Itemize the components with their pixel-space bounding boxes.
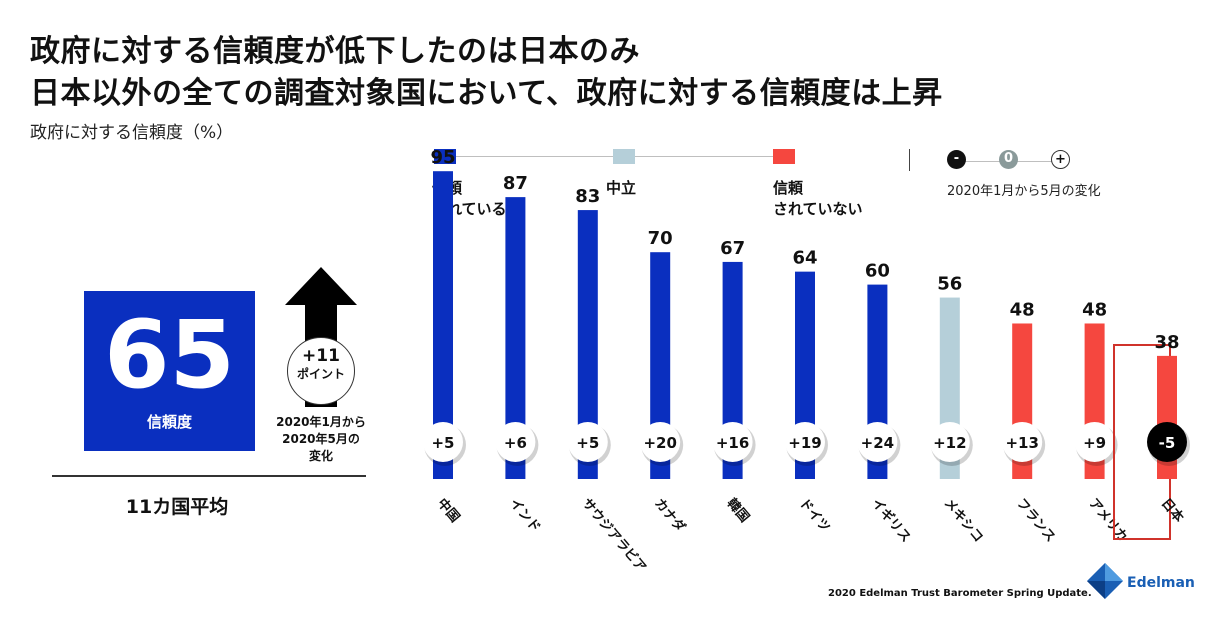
bar-value-label: 64 bbox=[792, 248, 817, 269]
source-note: 2020 Edelman Trust Barometer Spring Upda… bbox=[828, 588, 1092, 599]
change-badge bbox=[640, 422, 681, 462]
average-caption: 11カ国平均 bbox=[125, 496, 229, 518]
change-badge-label: +9 bbox=[1083, 434, 1106, 452]
change-badge-label: +20 bbox=[643, 434, 676, 452]
edelman-logo-text: Edelman bbox=[1127, 575, 1195, 591]
bar-value-label: 48 bbox=[1082, 299, 1107, 320]
change-badge bbox=[567, 422, 608, 462]
average-divider bbox=[52, 475, 366, 477]
bar-value-label: 56 bbox=[937, 274, 962, 295]
legend-swatch-neutral bbox=[613, 149, 635, 164]
category-label: フランス bbox=[1013, 496, 1058, 545]
bar-value-label: 87 bbox=[503, 173, 528, 194]
change-badge bbox=[495, 422, 536, 462]
bar bbox=[577, 210, 598, 479]
bar-value-label: 38 bbox=[1154, 332, 1179, 353]
change-badge bbox=[1074, 422, 1115, 462]
zero-icon: 0 bbox=[999, 150, 1018, 169]
average-change-badge: +11 ポイント bbox=[287, 337, 355, 405]
change-badge bbox=[785, 422, 825, 462]
category-label: イギリス bbox=[868, 495, 914, 545]
category-label: メキシコ bbox=[941, 496, 986, 545]
category-label: インド bbox=[506, 496, 543, 536]
bar bbox=[433, 171, 453, 479]
average-change-value: +11 bbox=[302, 346, 340, 366]
change-badge-label: +5 bbox=[431, 434, 454, 452]
average-trust-box: 65 信頼度 bbox=[84, 291, 255, 451]
average-change-unit: ポイント bbox=[296, 367, 345, 381]
change-badge-label: +12 bbox=[933, 434, 966, 452]
change-badge-label: -5 bbox=[1159, 434, 1176, 452]
bar-value-label: 60 bbox=[865, 261, 890, 282]
title-line-2: 日本以外の全ての調査対象国において、政府に対する信頼度は上昇 bbox=[30, 76, 943, 111]
change-badge bbox=[929, 422, 970, 462]
change-badge-label: +13 bbox=[1005, 434, 1038, 452]
change-legend-label: 2020年1月から5月の変化 bbox=[947, 184, 1101, 199]
average-trust-value: 65 bbox=[104, 301, 235, 410]
change-badge bbox=[712, 422, 753, 462]
edelman-logo-icon bbox=[1087, 563, 1123, 599]
bar bbox=[505, 197, 526, 479]
category-label: アメリカ bbox=[1086, 496, 1131, 545]
bar-value-label: 67 bbox=[720, 238, 745, 259]
bar-value-label: 83 bbox=[575, 186, 600, 207]
category-label: サウジアラビア bbox=[579, 495, 650, 575]
legend-label-neutral: 中立 bbox=[606, 179, 637, 197]
change-badge bbox=[1002, 422, 1043, 462]
bar-value-label: 95 bbox=[430, 147, 455, 168]
change-badge bbox=[1147, 422, 1187, 462]
change-badge-label: +19 bbox=[788, 434, 821, 452]
category-label: カナダ bbox=[651, 495, 688, 535]
legend-swatch-trusted bbox=[434, 149, 456, 164]
change-badge-label: +24 bbox=[861, 434, 894, 452]
change-badge bbox=[423, 422, 463, 462]
category-label: 日本 bbox=[1158, 495, 1187, 525]
legend-separator bbox=[909, 149, 910, 171]
legend-swatch-distrusted bbox=[773, 149, 795, 164]
category-label: 中国 bbox=[434, 495, 463, 525]
category-label: ドイツ bbox=[796, 496, 833, 536]
change-badge-label: +16 bbox=[716, 434, 749, 452]
bar bbox=[650, 252, 671, 479]
title-line-1: 政府に対する信頼度が低下したのは日本のみ bbox=[30, 34, 640, 69]
change-badge bbox=[857, 422, 898, 462]
average-change-period: 2020年1月から 2020年5月の 変化 bbox=[276, 415, 366, 463]
legend-label-distrusted: 信頼 されていない bbox=[773, 179, 863, 218]
change-badge-label: +5 bbox=[576, 434, 599, 452]
bar-value-label: 70 bbox=[648, 228, 673, 249]
bar-value-label: 48 bbox=[1010, 299, 1035, 320]
change-badge-label: +6 bbox=[504, 434, 527, 452]
minus-icon: - bbox=[947, 150, 966, 169]
average-trust-label: 信頼度 bbox=[146, 413, 192, 431]
category-label: 韓国 bbox=[724, 495, 753, 525]
plus-icon: + bbox=[1051, 150, 1070, 169]
subtitle: 政府に対する信頼度（%） bbox=[30, 123, 234, 143]
